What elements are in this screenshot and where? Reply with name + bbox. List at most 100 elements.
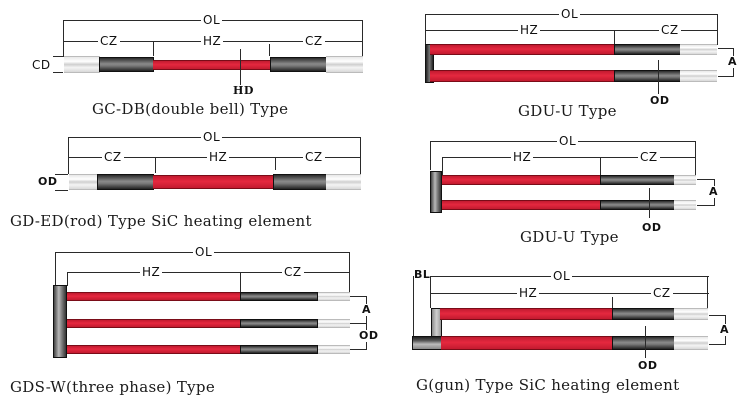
ol-label: OL bbox=[201, 130, 223, 144]
ol-left-tick bbox=[430, 141, 431, 170]
a-tick-bottom bbox=[709, 344, 725, 345]
cz-label: CZ bbox=[638, 150, 660, 164]
bracket-horizontal bbox=[412, 336, 442, 350]
zone-divider-right bbox=[275, 157, 276, 170]
zone-divider bbox=[240, 272, 241, 292]
hot-zone-3 bbox=[67, 345, 241, 354]
terminal-2 bbox=[318, 319, 350, 328]
ol-label: OL bbox=[201, 13, 223, 27]
cold-zone-1 bbox=[240, 292, 318, 301]
hz-left-tick bbox=[67, 272, 68, 286]
panel-title: GDU-U Type bbox=[518, 102, 617, 120]
terminal-left bbox=[64, 56, 100, 73]
cd-tick-top bbox=[53, 56, 63, 57]
terminal-right bbox=[326, 174, 361, 190]
terminal-top-end bbox=[674, 308, 708, 320]
hd-tick bbox=[240, 49, 241, 85]
hot-zone-top bbox=[430, 44, 615, 55]
hot-zone-bottom bbox=[430, 70, 615, 82]
terminal-left bbox=[69, 174, 98, 190]
bridge bbox=[425, 44, 434, 83]
od-tick-top bbox=[55, 174, 68, 175]
zone-divider bbox=[612, 297, 613, 309]
cz-left-label: CZ bbox=[98, 34, 120, 48]
a-tick-bottom bbox=[697, 205, 714, 206]
terminal-top bbox=[674, 175, 696, 185]
cz-label: CZ bbox=[651, 286, 673, 300]
panel-title: G(gun) Type SiC heating element bbox=[416, 376, 680, 394]
cold-zone-bottom bbox=[600, 200, 675, 210]
ol-right-tick bbox=[360, 137, 361, 174]
a-tick-top bbox=[709, 315, 725, 316]
bridge-plate bbox=[53, 285, 67, 358]
hz-label: HZ bbox=[201, 34, 224, 48]
a-tick-top bbox=[718, 48, 733, 49]
hz-label: HZ bbox=[140, 265, 163, 279]
ol-label: OL bbox=[193, 245, 215, 259]
cd-label: CD bbox=[30, 58, 53, 72]
hot-zone-top bbox=[440, 308, 613, 320]
cold-zone-3 bbox=[240, 345, 318, 354]
od-label: OD bbox=[648, 94, 672, 107]
ol-label: OL bbox=[557, 134, 579, 148]
ol-right-tick bbox=[695, 141, 696, 175]
cold-zone-right bbox=[273, 174, 327, 190]
cold-zone-right bbox=[270, 57, 327, 72]
a-label: A bbox=[718, 323, 732, 336]
cz-right-label: CZ bbox=[303, 34, 325, 48]
hot-zone-1 bbox=[67, 292, 241, 301]
terminal-1 bbox=[318, 292, 350, 301]
cz-label: CZ bbox=[282, 265, 304, 279]
hot-zone bbox=[153, 175, 274, 189]
a-bracket bbox=[366, 296, 367, 350]
terminal-bottom bbox=[680, 70, 717, 82]
zone-divider bbox=[600, 157, 601, 175]
od-tick-bottom bbox=[55, 190, 68, 191]
a-label: A bbox=[707, 185, 721, 198]
ol-right-tick bbox=[707, 276, 708, 308]
ol-left-tick bbox=[55, 252, 56, 285]
cz-left-label: CZ bbox=[102, 150, 124, 164]
od-tick bbox=[658, 60, 659, 94]
cz-label: CZ bbox=[659, 23, 681, 37]
hot-zone bbox=[153, 60, 271, 70]
cold-zone-2 bbox=[240, 319, 318, 328]
zone-divider-left bbox=[153, 41, 154, 56]
ol-right-tick bbox=[362, 20, 363, 57]
cold-zone-top bbox=[600, 175, 675, 185]
hd-label: HD bbox=[231, 84, 256, 97]
od-tick-bottom bbox=[350, 349, 366, 350]
zone-divider bbox=[614, 30, 615, 44]
zone-divider-left bbox=[155, 157, 156, 173]
cold-zone-top bbox=[614, 44, 681, 55]
od-label: OD bbox=[36, 175, 60, 188]
ol-label: OL bbox=[559, 7, 581, 21]
panel-title: GC-DB(double bell) Type bbox=[92, 100, 289, 118]
cold-zone-left bbox=[99, 57, 154, 72]
bl-label: BL bbox=[412, 268, 433, 281]
cd-tick-bottom bbox=[53, 72, 63, 73]
hz-label: HZ bbox=[518, 23, 541, 37]
zone-dimension-line bbox=[67, 272, 350, 273]
hz-left-tick bbox=[442, 157, 443, 175]
cz-right-label: CZ bbox=[303, 150, 325, 164]
ol-left-tick bbox=[68, 137, 69, 174]
od-tick bbox=[649, 188, 650, 218]
ol-left-tick bbox=[63, 20, 64, 57]
hot-zone-2 bbox=[67, 319, 241, 328]
hz-label: HZ bbox=[511, 150, 534, 164]
terminal-3 bbox=[318, 345, 350, 354]
zone-divider-right bbox=[269, 44, 270, 56]
ol-left-tick bbox=[430, 276, 431, 308]
a-tick-top bbox=[697, 179, 714, 180]
terminal-top bbox=[680, 44, 717, 55]
panel-title: GDU-U Type bbox=[520, 228, 619, 246]
panel-title: GDS-W(three phase) Type bbox=[10, 378, 215, 396]
bridge-plate bbox=[430, 171, 442, 213]
terminal-bottom bbox=[674, 200, 696, 210]
hot-zone-bottom bbox=[442, 200, 601, 210]
zone-dimension-line bbox=[430, 293, 709, 294]
hot-zone-top bbox=[442, 175, 601, 185]
zone-dimension-line bbox=[442, 157, 696, 158]
ol-right-tick bbox=[349, 252, 350, 294]
